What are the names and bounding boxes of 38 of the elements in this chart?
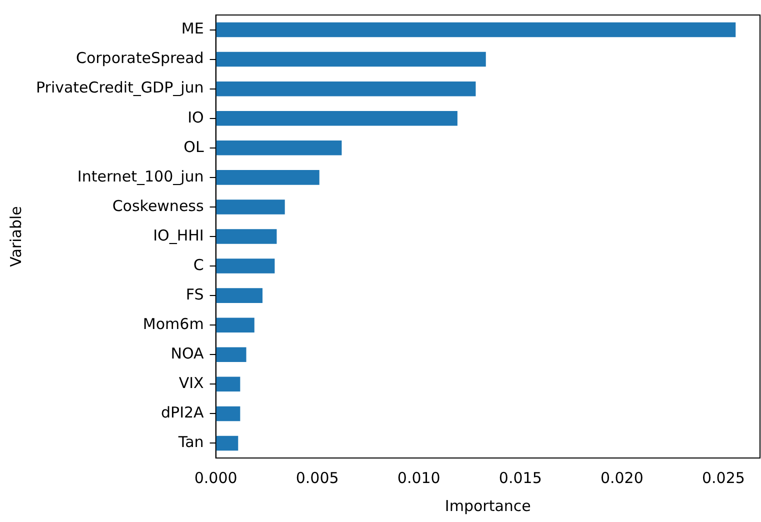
x-tick-label: 0.015 [498, 468, 542, 487]
y-tick-label: Internet_100_jun [77, 167, 204, 186]
bar [216, 406, 240, 422]
y-tick-label: NOA [170, 344, 205, 363]
bar [216, 229, 277, 244]
x-axis-title: Importance [444, 496, 531, 515]
bar [216, 200, 285, 214]
y-tick-label: C [193, 256, 204, 274]
bar [216, 258, 275, 274]
bar [216, 170, 320, 185]
y-tick-label: FS [186, 285, 204, 304]
bar [216, 110, 458, 126]
bar [216, 140, 342, 156]
y-axis-title: Variable [6, 206, 25, 267]
y-tick-label: dPI2A [161, 404, 205, 422]
x-tick-label: 0.010 [397, 468, 440, 487]
bar [216, 376, 240, 392]
y-tick-label: IO [188, 108, 204, 126]
y-tick-label: Mom6m [142, 314, 204, 333]
bar [216, 436, 238, 451]
y-tick-label: VIX [178, 374, 204, 392]
x-tick-label: 0.020 [600, 468, 644, 487]
bar [216, 347, 246, 362]
bar [216, 288, 263, 303]
y-tick-label: OL [184, 138, 204, 156]
y-tick-label: IO_HHI [153, 226, 204, 244]
y-tick-label: PrivateCredit_GDP_jun [36, 78, 204, 97]
x-tick-label: 0.000 [194, 468, 238, 487]
y-tick-label: CorporateSpread [76, 49, 204, 68]
bar [216, 81, 476, 96]
y-tick-label: ME [181, 20, 204, 38]
bar [216, 52, 486, 67]
y-tick-label: Tan [177, 433, 204, 452]
bar [216, 318, 254, 332]
x-tick-label: 0.005 [296, 468, 339, 487]
bar [216, 22, 736, 38]
x-tick-label: 0.025 [702, 468, 745, 487]
y-tick-label: Coskewness [112, 196, 204, 215]
